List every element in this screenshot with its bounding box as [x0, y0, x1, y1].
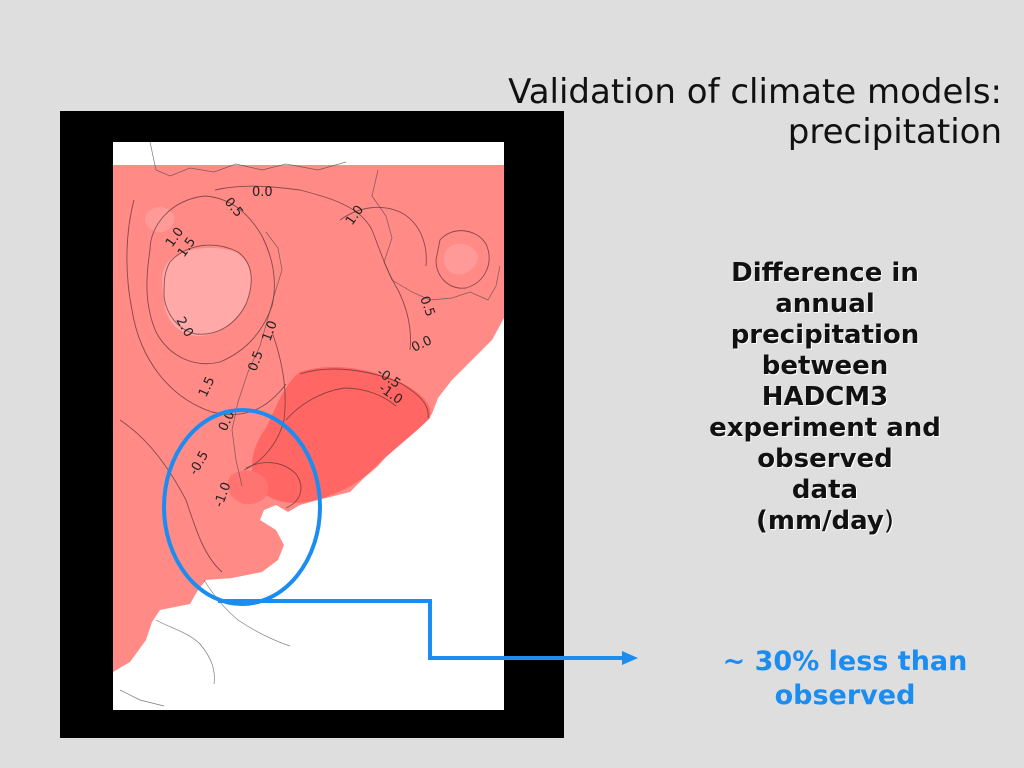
contour-label: 1.0 — [260, 319, 281, 344]
highlight-ellipse — [162, 408, 322, 606]
contour-label: 0.5 — [246, 349, 267, 374]
result-line-2: observed — [774, 680, 916, 711]
description-line: annual — [775, 289, 875, 319]
callout-connector-line — [218, 599, 624, 660]
contour-lines — [119, 185, 490, 573]
description-line: HADCM3 — [761, 382, 889, 412]
description-line: observed — [757, 444, 893, 474]
description-line: data — [791, 475, 859, 505]
result-line-1: ~ 30% less than — [722, 646, 968, 677]
negative-anomaly-region — [251, 367, 431, 504]
description-line: precipitation — [730, 320, 920, 350]
negative-anomaly-west — [227, 470, 269, 505]
description-line: experiment and — [709, 413, 941, 443]
contour-label: 0.0 — [252, 185, 273, 200]
title-line-1: Validation of climate models: — [508, 72, 1002, 112]
units-label: (mm/day — [755, 506, 884, 536]
title-line-2: precipitation — [787, 112, 1002, 152]
high-anomaly-small-east — [443, 243, 478, 275]
description-line: between — [761, 351, 889, 381]
arrow-head-icon — [622, 651, 638, 665]
description-line: Difference in — [731, 258, 919, 288]
country-borders — [119, 142, 501, 707]
map-description: Difference in annual precipitation betwe… — [690, 258, 960, 537]
result-callout: ~ 30% less than observed — [690, 645, 1000, 713]
high-anomaly-region — [162, 247, 252, 336]
units-suffix: ) — [883, 506, 895, 536]
contour-label: 0.5 — [416, 294, 437, 319]
slide-title: Validation of climate models: precipitat… — [508, 72, 1002, 152]
units-line: (mm/day) — [690, 506, 960, 537]
